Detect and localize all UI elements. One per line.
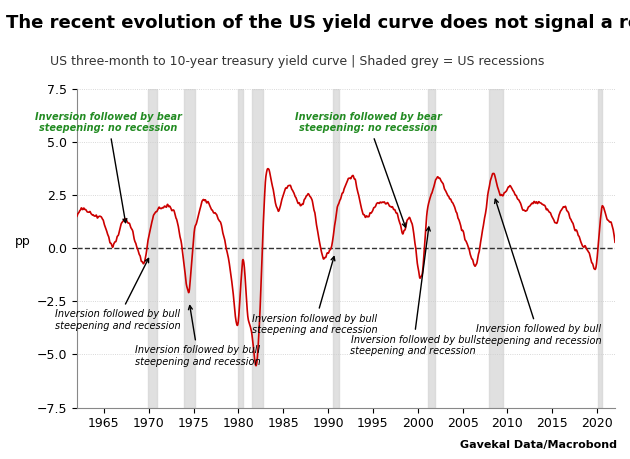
Y-axis label: pp: pp [15,235,31,248]
Bar [148,89,157,408]
Text: Inversion followed by bull
steepening and recession: Inversion followed by bull steepening an… [476,199,602,346]
Text: Inversion followed by bull
steepening and recession: Inversion followed by bull steepening an… [350,227,476,356]
Bar [598,89,602,408]
Bar [333,89,339,408]
Bar [489,89,503,408]
Text: Inversion followed by bull
steepening and recession: Inversion followed by bull steepening an… [252,257,377,335]
Text: Gavekal Data/Macrobond: Gavekal Data/Macrobond [461,440,617,450]
Text: US three-month to 10-year treasury yield curve | Shaded grey = US recessions: US three-month to 10-year treasury yield… [50,55,545,68]
Text: The recent evolution of the US yield curve does not signal a recession: The recent evolution of the US yield cur… [6,14,630,32]
Bar [238,89,243,408]
Bar [252,89,263,408]
Text: Inversion followed by bull
steepening and recession: Inversion followed by bull steepening an… [55,258,180,331]
Text: Inversion followed by bear
steepening: no recession: Inversion followed by bear steepening: n… [295,112,442,227]
Text: Inversion followed by bear
steepening: no recession: Inversion followed by bear steepening: n… [35,112,182,223]
Bar [184,89,195,408]
Bar [428,89,435,408]
Text: Inversion followed by bull
steepening and recession: Inversion followed by bull steepening an… [135,306,261,367]
